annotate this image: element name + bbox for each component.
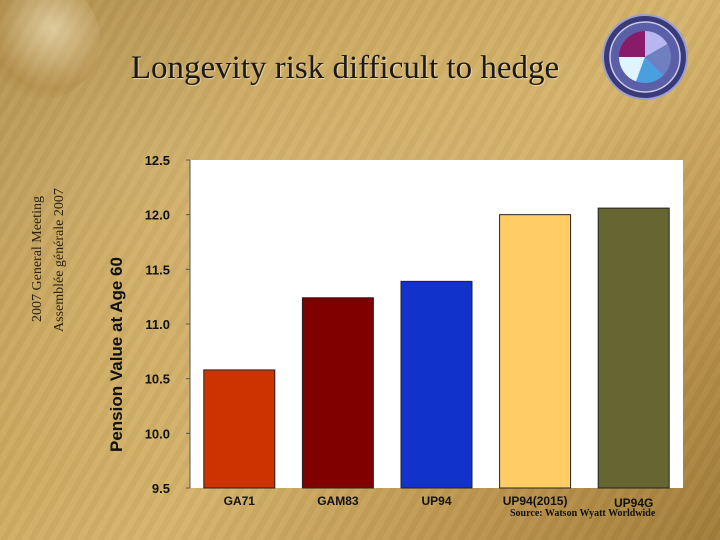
- y-tick-label: 11.0: [145, 317, 170, 332]
- x-category-label: UP94(2015): [503, 494, 568, 508]
- bar-up94g: [597, 207, 670, 489]
- y-tick-label: 12.5: [145, 153, 170, 168]
- y-tick-label: 12.0: [145, 208, 170, 223]
- pie-logo-icon: [602, 14, 688, 100]
- bar-gam83: [301, 297, 374, 489]
- y-tick-label: 9.5: [152, 481, 170, 496]
- bar-ga71: [203, 369, 276, 489]
- x-category-label: GAM83: [317, 494, 359, 508]
- y-tick-label: 11.5: [145, 262, 170, 277]
- y-tick-label: 10.5: [145, 372, 170, 387]
- bar-up94-2015-: [499, 214, 572, 489]
- x-category-label: UP94G: [614, 496, 653, 510]
- x-category-label: UP94: [421, 494, 451, 508]
- y-tick-label: 10.0: [145, 426, 170, 441]
- bar-up94: [400, 280, 473, 489]
- slide-title: Longevity risk difficult to hedge: [130, 50, 560, 86]
- x-category-label: GA71: [224, 494, 256, 508]
- source-note: Source: Watson Wyatt Worldwide: [510, 508, 656, 519]
